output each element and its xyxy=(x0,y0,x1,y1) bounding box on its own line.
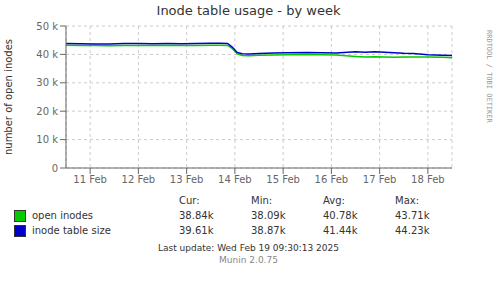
svg-text:10 k: 10 k xyxy=(36,134,58,145)
html-text:Inode table usage - by week: Inode table usage - by week xyxy=(156,3,341,18)
html-text:RRDTOOL / TOBI OETIKER: RRDTOOL / TOBI OETIKER xyxy=(485,30,493,123)
svg-text:number of open inodes: number of open inodes xyxy=(8,39,14,155)
svg-text:50 k: 50 k xyxy=(36,21,58,32)
svg-text:0: 0 xyxy=(52,163,58,174)
html-text:Munin 2.0.75: Munin 2.0.75 xyxy=(219,255,278,265)
svg-text:15 Feb: 15 Feb xyxy=(266,174,300,185)
svg-text:16 Feb: 16 Feb xyxy=(315,174,349,185)
html-text:Last update: Wed Feb 19 09:30:: Last update: Wed Feb 19 09:30:13 2025 xyxy=(158,243,339,253)
html-text:38.87k: 38.87k xyxy=(251,225,286,236)
svg-text:30 k: 30 k xyxy=(36,77,58,88)
svg-text:20 k: 20 k xyxy=(36,106,58,117)
html-text:41.44k: 41.44k xyxy=(323,225,358,236)
html-text:39.61k: 39.61k xyxy=(179,225,214,236)
html-text:43.71k: 43.71k xyxy=(395,210,430,221)
html-text:Avg:: Avg: xyxy=(323,195,345,206)
html-text:open inodes: open inodes xyxy=(32,210,94,221)
svg-text:11 Feb: 11 Feb xyxy=(73,174,107,185)
html-text:40.78k: 40.78k xyxy=(323,210,358,221)
svg-text:14 Feb: 14 Feb xyxy=(218,174,252,185)
svg-text:18 Feb: 18 Feb xyxy=(411,174,445,185)
html-text:Max:: Max: xyxy=(395,195,419,206)
svg-text:13 Feb: 13 Feb xyxy=(170,174,204,185)
html-text:Cur:: Cur: xyxy=(179,195,200,206)
html-text:44.23k: 44.23k xyxy=(395,225,430,236)
svg-text:12 Feb: 12 Feb xyxy=(122,174,156,185)
svg-text:40 k: 40 k xyxy=(36,49,58,60)
svg-text:17 Feb: 17 Feb xyxy=(363,174,397,185)
html-text:inode table size: inode table size xyxy=(32,225,111,236)
html-text:38.09k: 38.09k xyxy=(251,210,286,221)
html-text:38.84k: 38.84k xyxy=(179,210,214,221)
html-text:Min:: Min: xyxy=(251,195,273,206)
